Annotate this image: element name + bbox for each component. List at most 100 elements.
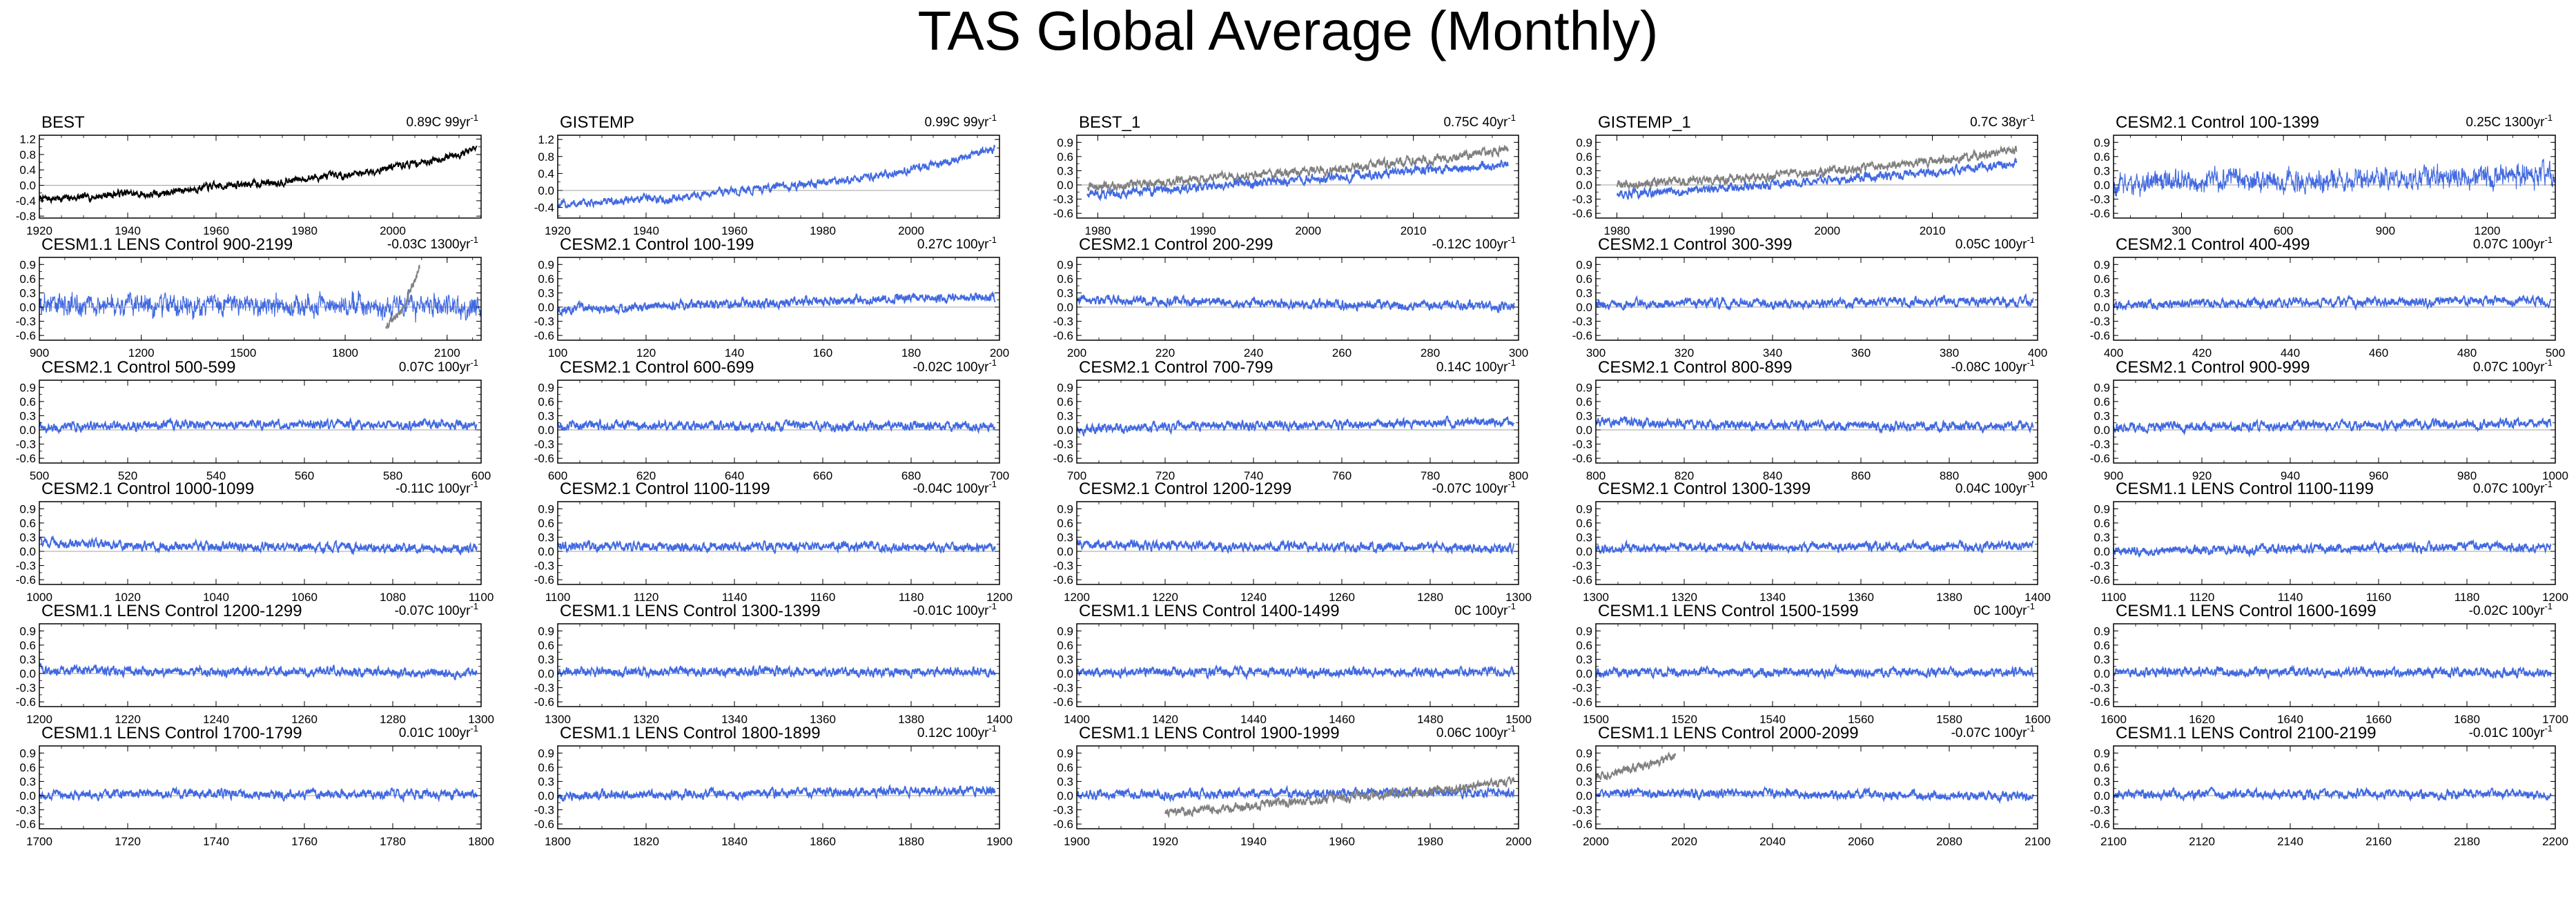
x-tick-label: 500 [2546,346,2565,360]
y-tick-label: -0.6 [1053,207,1073,220]
trend-unit: yr [2016,604,2028,618]
x-tick-label: 1140 [2278,591,2303,604]
y-tick-label: 0.9 [19,258,36,271]
series-line-model [1077,293,1515,314]
trend-unit: yr [978,482,990,496]
y-tick-label: 0.8 [19,148,36,161]
trend-annotation: 0C 100yr-1 [1454,601,1516,618]
panel-title: CESM1.1 LENS Control 1600-1699 [2116,602,2377,620]
trend-exponent: -1 [2027,235,2035,245]
y-tick-label: 0.0 [1057,545,1073,558]
x-tick-label: 1360 [1848,591,1874,604]
trend-annotation: 0.01C 100yr-1 [399,723,478,740]
y-tick-label: -0.6 [2090,452,2110,465]
x-tick-label: 1620 [2189,713,2215,726]
x-tick-label: 1200 [128,346,155,360]
plot-frame [1595,623,2038,707]
series-line-model [2113,665,2552,680]
x-tick-label: 1700 [26,835,52,848]
y-tick-label: 0.9 [1576,136,1592,149]
x-tick-label: 1220 [115,713,141,726]
y-tick-label: -0.3 [16,804,36,817]
y-tick-label: 0.0 [2094,179,2110,192]
x-tick-label: 1240 [1240,591,1267,604]
x-tick-label: 1260 [1329,591,1355,604]
panel-0: BEST 0.89C 99yr-1 -0.8 -0.4 0.0 0.4 0.8 1.2 1920… [16,112,482,237]
x-tick-label: 100 [548,346,567,360]
trend-annotation: 0.25C 1300yr-1 [2466,112,2553,130]
trend-unit: yr [460,726,471,740]
y-tick-label: 0.0 [538,545,554,558]
y-tick-label: -0.6 [2090,329,2110,342]
x-tick-label: 1500 [230,346,256,360]
y-tick-label: 0.0 [19,545,36,558]
trend-unit: yr [2016,237,2028,252]
trend-exponent: -1 [470,112,478,123]
y-tick-label: 0.9 [538,502,554,515]
series-line-obs [1086,144,1509,193]
trend-annotation: -0.02C 100yr-1 [913,357,997,375]
series-line-GISTEMP [557,144,996,209]
y-tick-label: 0.9 [1576,624,1592,638]
trend-exponent: -1 [1507,601,1516,611]
x-tick-label: 1520 [1671,713,1697,726]
x-tick-label: 1100 [2101,591,2127,604]
y-tick-label: -0.6 [2090,207,2110,220]
panel-9: CESM2.1 Control 400-499 0.07C 100yr-1 -0.6… [2090,235,2565,360]
x-tick-label: 1140 [722,591,748,604]
y-tick-label: 0.6 [1057,761,1073,774]
y-tick-label: 0.9 [2094,381,2110,394]
y-tick-label: 0.3 [538,286,554,299]
y-tick-label: 0.3 [1057,286,1073,299]
series-line-model [1086,159,1509,202]
trend-unit: yr [978,604,990,618]
y-tick-label: 0.0 [1576,789,1592,803]
y-tick-label: -0.3 [1053,560,1073,573]
y-tick-label: -0.3 [1572,438,1592,451]
x-tick-label: 2010 [1401,224,1427,237]
y-tick-label: -0.6 [16,818,36,831]
y-tick-label: 0.9 [1057,624,1073,638]
x-tick-label: 900 [2376,224,2395,237]
x-tick-label: 540 [206,469,226,482]
y-tick-label: 0.9 [538,381,554,394]
y-tick-label: -0.6 [1572,818,1592,831]
x-tick-label: 880 [1940,469,1959,482]
trend-exponent: -1 [2027,723,2035,734]
series-line-obs [1616,145,2018,191]
y-tick-label: -0.6 [1572,329,1592,342]
trend-unit: yr [978,360,990,375]
y-tick-label: 0.6 [19,273,36,286]
y-tick-label: 0.9 [538,747,554,760]
panel-22: CESM1.1 LENS Control 1400-1499 0C 100yr-1… [1053,601,1532,726]
y-tick-label: 0.6 [538,273,554,286]
y-tick-label: 0.6 [1057,273,1073,286]
panel-title: CESM1.1 LENS Control 1300-1399 [560,602,821,620]
trend-annotation: -0.07C 100yr-1 [395,601,478,618]
plot-frame [2113,623,2556,707]
x-tick-label: 340 [1763,346,1782,360]
y-tick-label: -0.6 [16,452,36,465]
y-tick-label: 0.0 [1576,424,1592,437]
trend-exponent: -1 [2027,112,2035,123]
y-tick-label: 0.6 [2094,761,2110,774]
panel-title: CESM1.1 LENS Control 1400-1499 [1079,602,1340,620]
y-tick-label: -0.3 [534,315,554,328]
panel-title: CESM1.1 LENS Control 1500-1599 [1598,602,1859,620]
x-tick-label: 1940 [1240,835,1267,848]
trend-annotation: -0.01C 100yr-1 [2469,723,2553,740]
trend-annotation: 0.14C 100yr-1 [1436,357,1516,375]
y-tick-label: -0.8 [16,210,36,223]
x-tick-label: 1200 [2542,591,2568,604]
trend-exponent: -1 [2027,601,2035,611]
trend-annotation: 0C 100yr-1 [1973,601,2035,618]
x-tick-label: 1080 [380,591,406,604]
y-tick-label: 0.9 [538,624,554,638]
x-tick-label: 1300 [468,713,494,726]
panel-2: BEST_1 0.75C 40yr-1 -0.6-0.30.0 0.30.60.9 19… [1053,112,1519,237]
x-tick-label: 1740 [203,835,229,848]
x-tick-label: 1700 [2542,713,2568,726]
x-tick-label: 420 [2192,346,2212,360]
y-tick-label: 0.9 [2094,136,2110,149]
